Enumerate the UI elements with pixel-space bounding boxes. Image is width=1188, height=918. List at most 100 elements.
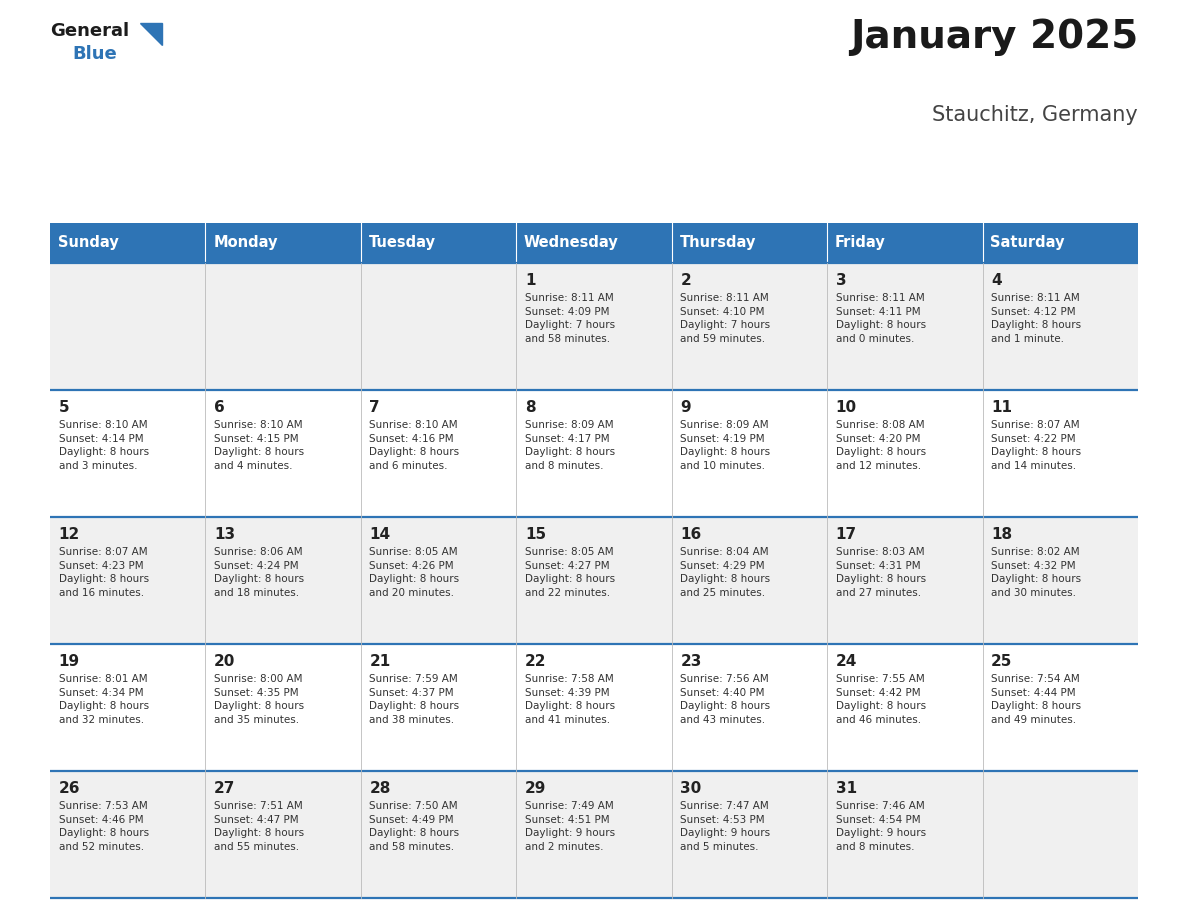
Bar bbox=[982, 771, 1138, 898]
Text: Sunrise: 8:11 AM
Sunset: 4:12 PM
Daylight: 8 hours
and 1 minute.: Sunrise: 8:11 AM Sunset: 4:12 PM Dayligh… bbox=[991, 293, 1081, 344]
Bar bbox=[517, 263, 671, 390]
Text: 17: 17 bbox=[835, 527, 857, 542]
Bar bbox=[361, 390, 517, 517]
Text: Sunrise: 7:53 AM
Sunset: 4:46 PM
Daylight: 8 hours
and 52 minutes.: Sunrise: 7:53 AM Sunset: 4:46 PM Dayligh… bbox=[58, 801, 148, 852]
Bar bbox=[827, 263, 982, 390]
Bar bbox=[361, 223, 517, 263]
Text: Sunrise: 7:58 AM
Sunset: 4:39 PM
Daylight: 8 hours
and 41 minutes.: Sunrise: 7:58 AM Sunset: 4:39 PM Dayligh… bbox=[525, 674, 615, 725]
Bar bbox=[671, 223, 827, 263]
Bar bbox=[206, 644, 361, 771]
Text: Sunrise: 8:05 AM
Sunset: 4:26 PM
Daylight: 8 hours
and 20 minutes.: Sunrise: 8:05 AM Sunset: 4:26 PM Dayligh… bbox=[369, 547, 460, 598]
Text: 14: 14 bbox=[369, 527, 391, 542]
Text: Sunrise: 8:07 AM
Sunset: 4:23 PM
Daylight: 8 hours
and 16 minutes.: Sunrise: 8:07 AM Sunset: 4:23 PM Dayligh… bbox=[58, 547, 148, 598]
Text: January 2025: January 2025 bbox=[849, 18, 1138, 56]
Bar bbox=[982, 390, 1138, 517]
Text: 9: 9 bbox=[681, 400, 691, 415]
Bar bbox=[206, 223, 361, 263]
Text: Sunrise: 8:09 AM
Sunset: 4:19 PM
Daylight: 8 hours
and 10 minutes.: Sunrise: 8:09 AM Sunset: 4:19 PM Dayligh… bbox=[681, 420, 770, 471]
Bar bbox=[50, 223, 206, 263]
Text: 29: 29 bbox=[525, 781, 546, 796]
Bar bbox=[827, 771, 982, 898]
Text: Friday: Friday bbox=[835, 236, 886, 251]
Text: Thursday: Thursday bbox=[680, 236, 756, 251]
Text: 19: 19 bbox=[58, 654, 80, 669]
Text: 18: 18 bbox=[991, 527, 1012, 542]
Text: 2: 2 bbox=[681, 273, 691, 288]
Bar bbox=[517, 771, 671, 898]
Text: 21: 21 bbox=[369, 654, 391, 669]
Bar bbox=[827, 223, 982, 263]
Bar bbox=[982, 263, 1138, 390]
Text: Saturday: Saturday bbox=[991, 236, 1064, 251]
Text: 12: 12 bbox=[58, 527, 80, 542]
Bar bbox=[50, 390, 206, 517]
Text: 23: 23 bbox=[681, 654, 702, 669]
Bar bbox=[50, 517, 206, 644]
Text: Sunrise: 7:55 AM
Sunset: 4:42 PM
Daylight: 8 hours
and 46 minutes.: Sunrise: 7:55 AM Sunset: 4:42 PM Dayligh… bbox=[835, 674, 925, 725]
Text: Sunrise: 8:06 AM
Sunset: 4:24 PM
Daylight: 8 hours
and 18 minutes.: Sunrise: 8:06 AM Sunset: 4:24 PM Dayligh… bbox=[214, 547, 304, 598]
Bar bbox=[206, 517, 361, 644]
Text: Sunrise: 8:10 AM
Sunset: 4:14 PM
Daylight: 8 hours
and 3 minutes.: Sunrise: 8:10 AM Sunset: 4:14 PM Dayligh… bbox=[58, 420, 148, 471]
Text: Sunday: Sunday bbox=[58, 236, 119, 251]
Text: 11: 11 bbox=[991, 400, 1012, 415]
Bar bbox=[671, 517, 827, 644]
Polygon shape bbox=[140, 23, 163, 45]
Bar bbox=[982, 223, 1138, 263]
Bar bbox=[206, 771, 361, 898]
Bar bbox=[671, 390, 827, 517]
Text: Sunrise: 7:46 AM
Sunset: 4:54 PM
Daylight: 9 hours
and 8 minutes.: Sunrise: 7:46 AM Sunset: 4:54 PM Dayligh… bbox=[835, 801, 925, 852]
Text: 31: 31 bbox=[835, 781, 857, 796]
Bar bbox=[361, 644, 517, 771]
Text: 1: 1 bbox=[525, 273, 536, 288]
Bar bbox=[827, 517, 982, 644]
Text: 20: 20 bbox=[214, 654, 235, 669]
Text: Sunrise: 8:00 AM
Sunset: 4:35 PM
Daylight: 8 hours
and 35 minutes.: Sunrise: 8:00 AM Sunset: 4:35 PM Dayligh… bbox=[214, 674, 304, 725]
Text: Sunrise: 7:54 AM
Sunset: 4:44 PM
Daylight: 8 hours
and 49 minutes.: Sunrise: 7:54 AM Sunset: 4:44 PM Dayligh… bbox=[991, 674, 1081, 725]
Bar bbox=[361, 263, 517, 390]
Bar bbox=[982, 517, 1138, 644]
Text: 26: 26 bbox=[58, 781, 80, 796]
Text: Sunrise: 8:03 AM
Sunset: 4:31 PM
Daylight: 8 hours
and 27 minutes.: Sunrise: 8:03 AM Sunset: 4:31 PM Dayligh… bbox=[835, 547, 925, 598]
Bar bbox=[517, 644, 671, 771]
Bar bbox=[517, 223, 671, 263]
Text: 27: 27 bbox=[214, 781, 235, 796]
Text: Sunrise: 7:49 AM
Sunset: 4:51 PM
Daylight: 9 hours
and 2 minutes.: Sunrise: 7:49 AM Sunset: 4:51 PM Dayligh… bbox=[525, 801, 615, 852]
Text: 28: 28 bbox=[369, 781, 391, 796]
Text: Sunrise: 8:04 AM
Sunset: 4:29 PM
Daylight: 8 hours
and 25 minutes.: Sunrise: 8:04 AM Sunset: 4:29 PM Dayligh… bbox=[681, 547, 770, 598]
Text: Sunrise: 7:59 AM
Sunset: 4:37 PM
Daylight: 8 hours
and 38 minutes.: Sunrise: 7:59 AM Sunset: 4:37 PM Dayligh… bbox=[369, 674, 460, 725]
Text: Sunrise: 8:02 AM
Sunset: 4:32 PM
Daylight: 8 hours
and 30 minutes.: Sunrise: 8:02 AM Sunset: 4:32 PM Dayligh… bbox=[991, 547, 1081, 598]
Text: Sunrise: 8:11 AM
Sunset: 4:11 PM
Daylight: 8 hours
and 0 minutes.: Sunrise: 8:11 AM Sunset: 4:11 PM Dayligh… bbox=[835, 293, 925, 344]
Bar bbox=[827, 644, 982, 771]
Text: Stauchitz, Germany: Stauchitz, Germany bbox=[933, 105, 1138, 125]
Text: 6: 6 bbox=[214, 400, 225, 415]
Text: 16: 16 bbox=[681, 527, 701, 542]
Text: 10: 10 bbox=[835, 400, 857, 415]
Text: 13: 13 bbox=[214, 527, 235, 542]
Text: Sunrise: 8:10 AM
Sunset: 4:15 PM
Daylight: 8 hours
and 4 minutes.: Sunrise: 8:10 AM Sunset: 4:15 PM Dayligh… bbox=[214, 420, 304, 471]
Bar bbox=[361, 517, 517, 644]
Text: 7: 7 bbox=[369, 400, 380, 415]
Bar bbox=[982, 644, 1138, 771]
Text: Sunrise: 7:51 AM
Sunset: 4:47 PM
Daylight: 8 hours
and 55 minutes.: Sunrise: 7:51 AM Sunset: 4:47 PM Dayligh… bbox=[214, 801, 304, 852]
Text: 4: 4 bbox=[991, 273, 1001, 288]
Text: Wednesday: Wednesday bbox=[524, 236, 619, 251]
Bar bbox=[206, 390, 361, 517]
Text: 15: 15 bbox=[525, 527, 546, 542]
Text: 3: 3 bbox=[835, 273, 846, 288]
Bar bbox=[827, 390, 982, 517]
Text: Sunrise: 8:05 AM
Sunset: 4:27 PM
Daylight: 8 hours
and 22 minutes.: Sunrise: 8:05 AM Sunset: 4:27 PM Dayligh… bbox=[525, 547, 615, 598]
Text: Sunrise: 7:56 AM
Sunset: 4:40 PM
Daylight: 8 hours
and 43 minutes.: Sunrise: 7:56 AM Sunset: 4:40 PM Dayligh… bbox=[681, 674, 770, 725]
Text: Sunrise: 8:07 AM
Sunset: 4:22 PM
Daylight: 8 hours
and 14 minutes.: Sunrise: 8:07 AM Sunset: 4:22 PM Dayligh… bbox=[991, 420, 1081, 471]
Text: Sunrise: 8:08 AM
Sunset: 4:20 PM
Daylight: 8 hours
and 12 minutes.: Sunrise: 8:08 AM Sunset: 4:20 PM Dayligh… bbox=[835, 420, 925, 471]
Bar bbox=[671, 771, 827, 898]
Bar bbox=[50, 771, 206, 898]
Text: Sunrise: 7:50 AM
Sunset: 4:49 PM
Daylight: 8 hours
and 58 minutes.: Sunrise: 7:50 AM Sunset: 4:49 PM Dayligh… bbox=[369, 801, 460, 852]
Text: 25: 25 bbox=[991, 654, 1012, 669]
Bar bbox=[361, 771, 517, 898]
Bar bbox=[517, 517, 671, 644]
Text: 22: 22 bbox=[525, 654, 546, 669]
Text: Sunrise: 8:10 AM
Sunset: 4:16 PM
Daylight: 8 hours
and 6 minutes.: Sunrise: 8:10 AM Sunset: 4:16 PM Dayligh… bbox=[369, 420, 460, 471]
Text: Tuesday: Tuesday bbox=[368, 236, 436, 251]
Bar bbox=[50, 644, 206, 771]
Bar bbox=[517, 390, 671, 517]
